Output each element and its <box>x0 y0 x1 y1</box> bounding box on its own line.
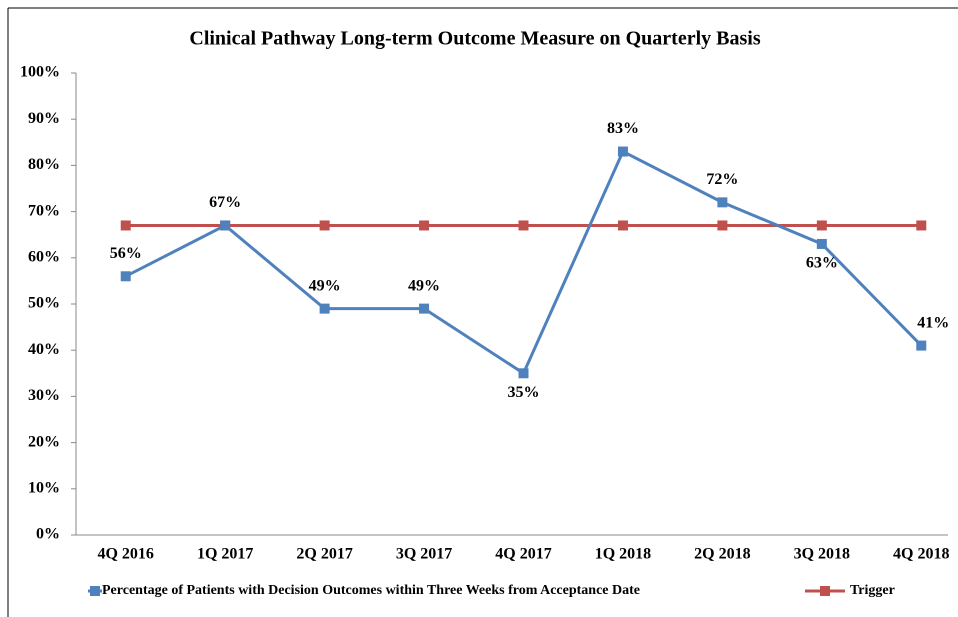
y-tick-label: 90% <box>28 110 60 127</box>
y-tick-label: 0% <box>36 526 60 543</box>
point-marker <box>617 146 628 157</box>
point-marker <box>518 368 529 379</box>
y-tick-label: 20% <box>28 433 60 450</box>
point-marker <box>120 220 131 231</box>
y-tick-label: 100% <box>20 64 60 81</box>
point-marker <box>717 220 728 231</box>
data-label: 41% <box>917 314 949 331</box>
x-tick-label: 1Q 2018 <box>595 546 651 563</box>
point-marker <box>518 220 529 231</box>
data-label: 67% <box>209 194 241 211</box>
y-tick-label: 60% <box>28 248 60 265</box>
x-tick-label: 2Q 2017 <box>296 546 352 563</box>
y-tick-label: 80% <box>28 156 60 173</box>
y-tick-label: 30% <box>28 387 60 404</box>
point-marker <box>717 197 728 208</box>
point-marker <box>419 220 430 231</box>
y-tick-label: 10% <box>28 479 60 496</box>
data-label: 72% <box>706 171 738 188</box>
x-tick-label: 3Q 2018 <box>794 546 850 563</box>
point-marker <box>319 303 330 314</box>
point-marker <box>916 340 927 351</box>
legend-marker <box>90 586 100 596</box>
x-tick-label: 4Q 2018 <box>893 546 949 563</box>
data-label: 63% <box>806 255 838 272</box>
point-marker <box>220 220 231 231</box>
x-tick-label: 4Q 2016 <box>97 546 153 563</box>
y-tick-label: 70% <box>28 202 60 219</box>
series-line <box>125 149 923 376</box>
legend-label: Percentage of Patients with Decision Out… <box>102 583 640 598</box>
y-tick-label: 50% <box>28 295 60 312</box>
data-label: 56% <box>110 245 142 262</box>
y-tick-label: 40% <box>28 341 60 358</box>
point-marker <box>816 220 827 231</box>
legend-label: Trigger <box>850 583 895 598</box>
chart-title: Clinical Pathway Long-term Outcome Measu… <box>189 28 760 50</box>
point-marker <box>617 220 628 231</box>
data-label: 35% <box>508 384 540 401</box>
legend-marker <box>820 586 830 596</box>
x-tick-label: 4Q 2017 <box>495 546 551 563</box>
data-label: 49% <box>309 277 341 294</box>
point-marker <box>419 303 430 314</box>
x-tick-label: 3Q 2017 <box>396 546 452 563</box>
data-label: 49% <box>408 277 440 294</box>
point-marker <box>816 238 827 249</box>
point-marker <box>916 220 927 231</box>
x-tick-label: 1Q 2017 <box>197 546 253 563</box>
data-label: 83% <box>607 120 639 137</box>
point-marker <box>319 220 330 231</box>
x-tick-label: 2Q 2018 <box>694 546 750 563</box>
point-marker <box>120 271 131 282</box>
